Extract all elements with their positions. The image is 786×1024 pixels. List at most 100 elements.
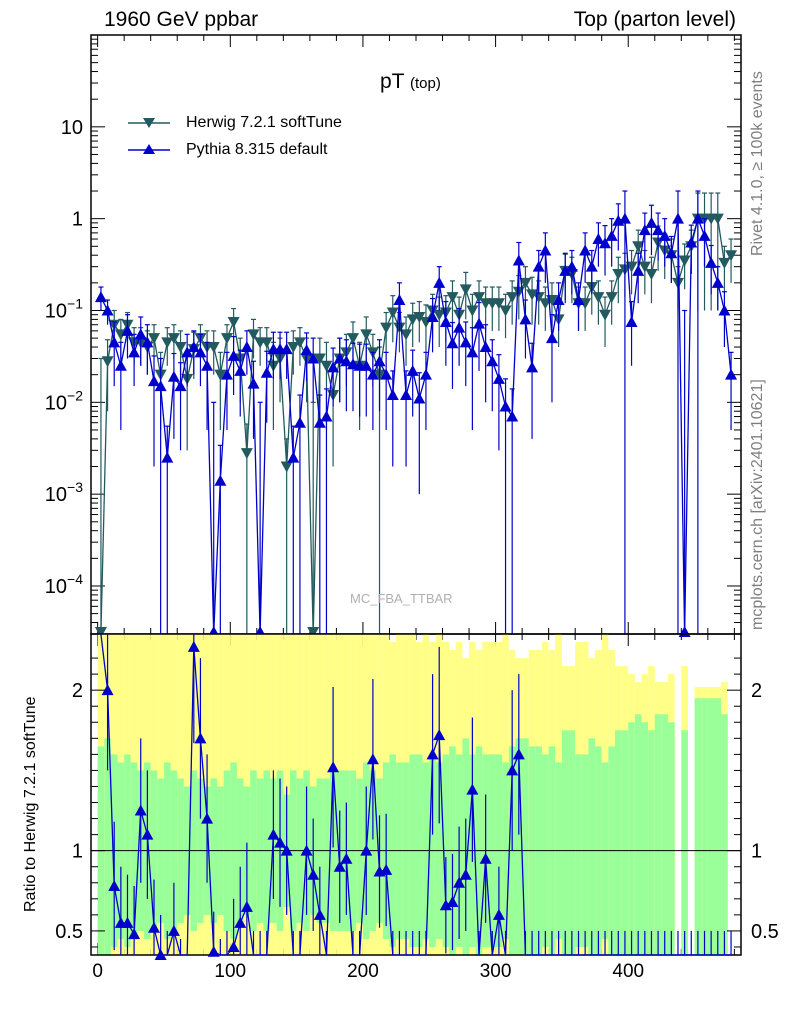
data-point-herwig	[519, 277, 532, 289]
data-point-pythia	[698, 229, 711, 241]
ratio-band-inner	[694, 698, 702, 955]
data-point-pythia	[406, 364, 419, 376]
data-point-pythia	[599, 237, 612, 249]
data-point-herwig	[413, 311, 426, 323]
ratio-data-point	[234, 916, 247, 928]
data-point-pythia	[552, 294, 565, 306]
ratio-series-line	[100, 633, 732, 956]
data-point-pythia	[220, 368, 233, 380]
ratio-plot-panel: 0 100 200 300 400 0.5 0.5 1 1 2 2	[55, 633, 779, 982]
ratio-band-inner	[628, 722, 635, 955]
data-point-herwig	[678, 255, 691, 267]
ratio-band-inner	[568, 730, 576, 955]
ratio-data-point	[459, 868, 472, 880]
data-point-pythia	[539, 244, 552, 256]
data-point-pythia	[340, 355, 353, 367]
ratio-data-point	[360, 844, 373, 856]
y-tick-label: 10	[61, 117, 83, 139]
ratio-y-tick-label-right: 0.5	[751, 921, 779, 943]
data-point-pythia	[307, 352, 320, 364]
data-point-pythia	[227, 349, 240, 361]
data-point-pythia	[327, 361, 340, 373]
data-point-herwig	[386, 307, 399, 319]
header-energy-label: 1960 GeV ppbar	[104, 8, 259, 31]
data-point-pythia	[293, 416, 306, 428]
data-point-pythia	[201, 359, 214, 371]
data-point-herwig	[599, 309, 612, 321]
x-tick-label: 400	[612, 961, 644, 982]
data-point-herwig	[466, 305, 479, 317]
ratio-data-point	[327, 761, 340, 773]
ratio-band-inner	[515, 738, 523, 955]
y-tick-label: 10−3	[45, 479, 83, 506]
data-point-herwig	[526, 289, 539, 301]
data-point-pythia	[691, 212, 704, 224]
main-plot-panel: 10−4 10−3 10−2 10−1 1 10	[45, 34, 742, 955]
ratio-data-point	[134, 804, 147, 816]
ratio-data-point	[274, 836, 287, 848]
data-point-pythia	[400, 389, 413, 401]
ratio-data-point	[492, 908, 505, 920]
data-point-pythia	[499, 400, 512, 412]
data-point-herwig	[645, 268, 658, 280]
data-point-pythia	[101, 304, 114, 316]
data-point-pythia	[161, 451, 174, 463]
ratio-band-inner	[522, 738, 529, 955]
data-point-pythia	[320, 410, 333, 422]
ratio-data-point	[167, 924, 180, 936]
ratio-y-tick-label-right: 2	[751, 680, 762, 702]
header-process-label: Top (parton level)	[573, 8, 736, 31]
ratio-data-point	[466, 783, 479, 795]
data-point-herwig	[240, 448, 253, 460]
data-point-herwig	[174, 342, 187, 354]
data-point-herwig	[360, 329, 373, 341]
data-point-pythia	[94, 291, 107, 303]
data-point-pythia	[114, 359, 127, 371]
data-point-pythia	[187, 341, 200, 353]
data-point-pythia	[366, 368, 379, 380]
ratio-data-point	[280, 844, 293, 856]
data-point-pythia	[194, 346, 207, 358]
data-point-herwig	[400, 329, 413, 341]
ratio-data-point	[512, 748, 525, 760]
ratio-band-inner	[721, 714, 728, 955]
ratio-band-inner	[588, 738, 596, 955]
data-point-herwig	[612, 268, 625, 280]
ratio-band-inner	[104, 738, 111, 955]
data-point-herwig	[532, 292, 545, 304]
ratio-band-inner	[641, 722, 649, 955]
data-point-pythia	[148, 375, 161, 387]
analysis-watermark: MC_FBA_TTBAR	[350, 591, 453, 606]
data-point-pythia	[725, 368, 738, 380]
data-point-pythia	[214, 474, 227, 486]
data-point-herwig	[459, 284, 472, 296]
data-point-pythia	[492, 372, 505, 384]
data-point-herwig	[605, 292, 618, 304]
data-point-herwig	[307, 627, 320, 638]
ratio-data-point	[433, 729, 446, 741]
ratio-band-inner	[707, 698, 715, 955]
y-tick-label: 10−1	[45, 295, 83, 322]
ratio-band-inner	[701, 698, 708, 955]
ratio-band-inner	[648, 730, 655, 955]
data-point-herwig	[220, 333, 233, 345]
data-point-herwig	[433, 309, 446, 321]
data-point-pythia	[459, 336, 472, 348]
data-point-herwig	[638, 261, 651, 273]
data-point-herwig	[94, 627, 107, 638]
data-point-pythia	[592, 233, 605, 245]
data-point-pythia	[300, 344, 313, 356]
data-point-herwig	[101, 356, 114, 368]
data-point-pythia	[439, 315, 452, 327]
data-point-herwig	[313, 353, 326, 365]
data-point-pythia	[506, 410, 519, 422]
ratio-y-tick-label-right: 1	[751, 841, 762, 863]
data-point-pythia	[247, 377, 260, 389]
ratio-data-point	[446, 896, 459, 908]
data-point-herwig	[539, 298, 552, 310]
data-point-pythia	[134, 328, 147, 340]
data-point-pythia	[446, 337, 459, 349]
data-point-pythia	[473, 317, 486, 329]
data-point-pythia	[419, 368, 432, 380]
data-point-pythia	[313, 416, 326, 428]
